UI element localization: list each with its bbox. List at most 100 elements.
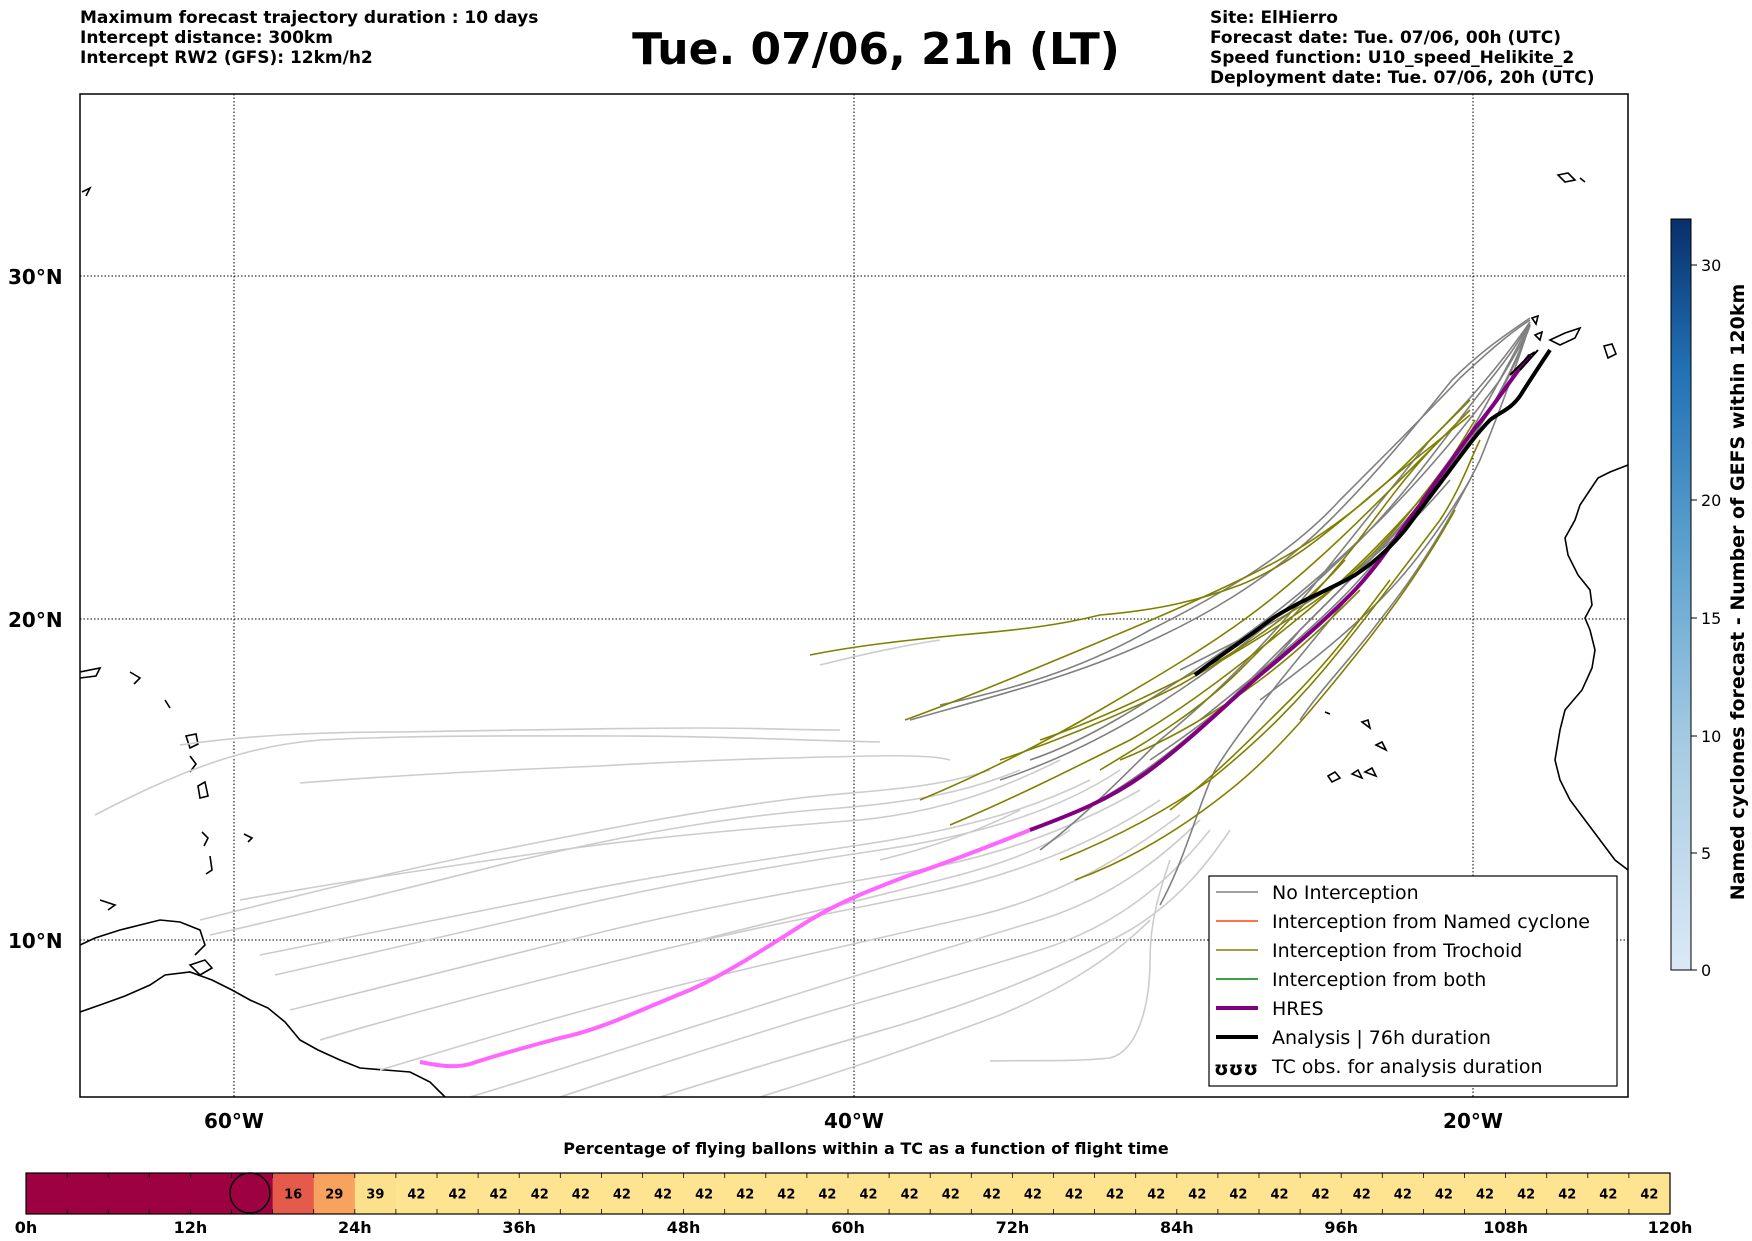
- time-bar-cell-value: 42: [860, 1188, 878, 1203]
- page-title: Tue. 07/06, 21h (LT): [632, 24, 1120, 75]
- colorbar-label: Named cyclones forecast - Number of GEFS…: [1727, 284, 1749, 901]
- legend-box: [1208, 875, 1618, 1087]
- trajectory-light: [209, 769, 1021, 936]
- time-label: 12h: [174, 1218, 208, 1237]
- time-label: 24h: [338, 1218, 372, 1237]
- time-bar-cell-value: 42: [1394, 1188, 1412, 1203]
- time-bar-cell-value: 42: [942, 1188, 960, 1203]
- trajectory-light: [239, 759, 1061, 901]
- trajectory-light: [319, 799, 1161, 1041]
- current-time-marker: [229, 1172, 271, 1214]
- header-right-info: Site: ElHierro Forecast date: Tue. 07/06…: [1210, 8, 1595, 88]
- coastline-puerto-rico: [80, 666, 102, 679]
- time-bar-cell-value: 42: [490, 1188, 508, 1203]
- time-bar-cell: [395, 1173, 438, 1214]
- time-bar: 16 29 39 42 42 42 42 42 42 42 42 42 42 42 42 42 42 42 42 42…: [25, 1172, 1671, 1215]
- time-bar-cell: [560, 1173, 602, 1214]
- trajectory-no-interception: [939, 319, 1531, 706]
- trajectory-light: [819, 639, 941, 666]
- trajectory-light: [299, 754, 951, 784]
- colorbar: 0 5 10 15 20 30 Named cyclones forecast …: [1670, 218, 1749, 980]
- time-bar-cell-value: 16: [284, 1188, 302, 1203]
- time-bar-cell-value: 42: [1353, 1188, 1371, 1203]
- header-right-line: Deployment date: Tue. 07/06, 20h (UTC): [1210, 68, 1595, 88]
- ensemble-trajectories-light: [94, 639, 1231, 1097]
- time-bar-cell: [1053, 1173, 1096, 1214]
- lat-label-30: 30°N: [8, 265, 63, 289]
- time-bar-cell: [1176, 1173, 1219, 1214]
- coastline-africa: [1554, 464, 1628, 871]
- header-right-line: Site: ElHierro: [1210, 8, 1338, 28]
- time-bar-cell: [971, 1173, 1013, 1214]
- trajectory-light: [879, 809, 1021, 861]
- colorbar-tick: 15: [1701, 609, 1721, 628]
- header-left-info: Maximum forecast trajectory duration : 1…: [80, 8, 538, 68]
- trajectory-light: [259, 779, 1091, 956]
- lon-label-20: 20°W: [1443, 1109, 1503, 1133]
- coastline-island-6: [243, 833, 254, 843]
- time-bar-cell: [1135, 1173, 1178, 1214]
- time-bar-cell-value: 42: [818, 1188, 836, 1203]
- trajectory-no-interception: [1299, 329, 1529, 721]
- time-bar-cell-value: 42: [654, 1188, 672, 1203]
- legend-label: Interception from Named cyclone: [1272, 911, 1590, 933]
- coastline-trinidad: [188, 959, 214, 977]
- time-bar-cell-value: 42: [449, 1188, 467, 1203]
- coastline-island-7: [129, 671, 142, 685]
- lat-label-20: 20°N: [8, 608, 63, 632]
- time-bar-cell: [190, 1173, 232, 1214]
- time-bar-cell: [478, 1173, 520, 1214]
- time-bar-cell-value: 42: [1229, 1188, 1247, 1203]
- coastline-cuba-tip: [81, 186, 92, 197]
- time-bar-cell-value: 42: [613, 1188, 631, 1203]
- trajectory-light: [559, 829, 1211, 1097]
- time-bar-cell-value: 42: [1599, 1188, 1617, 1203]
- time-bar-cell: [765, 1173, 808, 1214]
- bottom-bar-title: Percentage of flying ballons within a TC…: [563, 1139, 1169, 1158]
- coastline-madeira: [1556, 172, 1586, 183]
- colorbar-tick: 20: [1701, 491, 1721, 510]
- time-bar-cell: [437, 1173, 479, 1214]
- time-bar-cell-value: 42: [1188, 1188, 1206, 1203]
- time-bar-cell: [519, 1173, 561, 1214]
- time-bar-cell: [1094, 1173, 1137, 1214]
- header-left-line: Intercept distance: 300km: [80, 28, 333, 48]
- time-bar-cell: [1300, 1173, 1342, 1214]
- map-legend: No Interception Interception from Named …: [1208, 875, 1618, 1087]
- trajectory-light: [199, 769, 991, 921]
- legend-label: No Interception: [1272, 882, 1419, 904]
- legend-label: HRES: [1272, 998, 1324, 1020]
- time-bar-cell-value: 42: [1517, 1188, 1535, 1203]
- coastline-island-8: [164, 699, 171, 709]
- time-bar-cell: [889, 1173, 931, 1214]
- time-bar-cell: [1217, 1173, 1260, 1214]
- time-bar-cell: [1012, 1173, 1054, 1214]
- trajectory-trochoid: [1059, 439, 1481, 861]
- time-bar-cell: [930, 1173, 972, 1214]
- time-label: 108h: [1483, 1218, 1528, 1237]
- time-bar-cell: [1464, 1173, 1507, 1214]
- trajectory-light: [759, 919, 1151, 1097]
- time-label: 84h: [1160, 1218, 1194, 1237]
- time-bar-cell: [1341, 1173, 1383, 1214]
- time-bar-cell-value: 42: [1024, 1188, 1042, 1203]
- legend-label: Interception from Trochoid: [1272, 940, 1522, 962]
- time-bar-cell: [67, 1173, 109, 1214]
- trajectory-light: [289, 789, 1141, 1011]
- time-bar-cell: [231, 1173, 274, 1214]
- coastline-island-3: [197, 780, 209, 799]
- time-bar-cell-value: 42: [1147, 1188, 1165, 1203]
- time-bar-cell: [1587, 1173, 1630, 1214]
- colorbar-tick: 30: [1701, 256, 1721, 275]
- lon-label-60: 60°W: [204, 1109, 264, 1133]
- time-labels: 0h 12h 24h 36h 48h 60h 72h 84h 96h 108h 120h: [15, 1218, 1693, 1237]
- time-label: 48h: [667, 1218, 701, 1237]
- trajectory-light: [699, 829, 1071, 941]
- lon-label-40: 40°W: [824, 1109, 884, 1133]
- time-label: 36h: [502, 1218, 536, 1237]
- time-label: 0h: [15, 1218, 38, 1237]
- coastline-caribbean-coast: [80, 919, 206, 956]
- analysis-trajectory: [1193, 348, 1552, 677]
- trajectory-no-interception: [999, 321, 1531, 781]
- time-bar-cell: [724, 1173, 767, 1214]
